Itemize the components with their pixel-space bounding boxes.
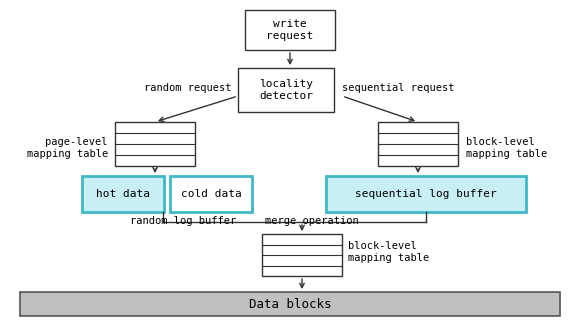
Bar xyxy=(326,176,526,212)
Text: Data blocks: Data blocks xyxy=(249,298,331,310)
Text: sequential log buffer: sequential log buffer xyxy=(355,189,497,199)
Text: merge operation: merge operation xyxy=(265,216,359,226)
Bar xyxy=(20,292,560,316)
Bar xyxy=(378,122,458,166)
Bar xyxy=(238,68,334,112)
Text: sequential request: sequential request xyxy=(342,83,455,93)
Bar xyxy=(82,176,164,212)
Bar xyxy=(170,176,252,212)
Bar xyxy=(262,234,342,276)
Text: locality
detector: locality detector xyxy=(259,79,313,101)
Text: random request: random request xyxy=(144,83,232,93)
Bar xyxy=(245,10,335,50)
Text: page-level
mapping table: page-level mapping table xyxy=(27,137,108,159)
Bar xyxy=(115,122,195,166)
Text: cold data: cold data xyxy=(180,189,241,199)
Text: block-level
mapping table: block-level mapping table xyxy=(466,137,548,159)
Text: write
request: write request xyxy=(266,19,314,41)
Text: hot data: hot data xyxy=(96,189,150,199)
Text: random log buffer: random log buffer xyxy=(130,216,236,226)
Text: block-level
mapping table: block-level mapping table xyxy=(348,241,429,263)
